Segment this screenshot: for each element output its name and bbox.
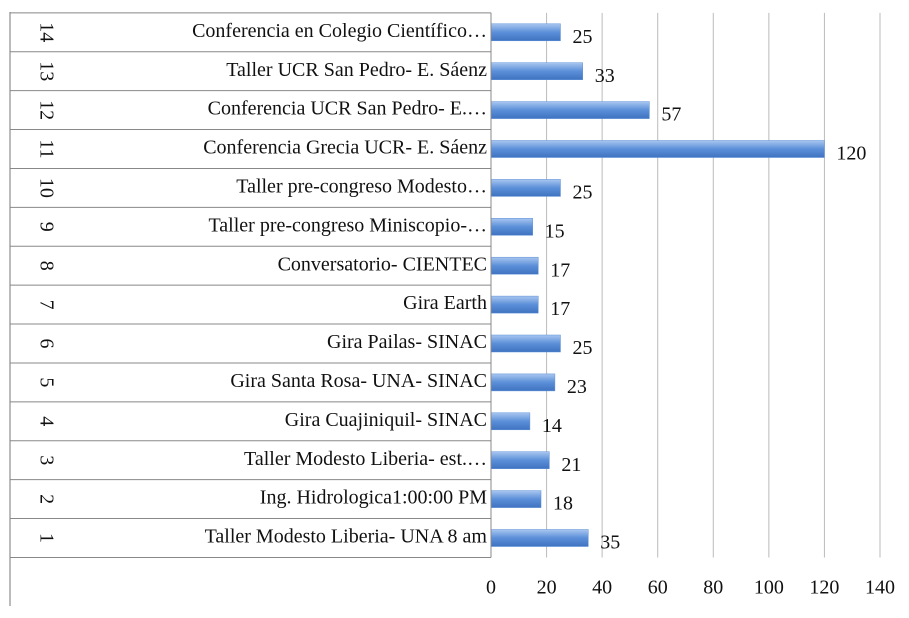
- x-tick-label: 20: [537, 577, 557, 599]
- data-label: 120: [836, 143, 866, 165]
- row-number: 13: [35, 61, 57, 81]
- row-number: 10: [35, 178, 57, 198]
- bar: [490, 373, 556, 392]
- data-label: 17: [550, 298, 570, 320]
- row-number: 6: [35, 339, 57, 349]
- y-tick-label: Taller Modesto Liberia- UNA 8 am: [205, 526, 488, 548]
- bar: [490, 62, 583, 80]
- x-tick-label: 40: [592, 577, 612, 599]
- data-label: 25: [572, 181, 592, 203]
- data-label: 14: [542, 415, 562, 437]
- row-number: 9: [35, 222, 57, 232]
- x-tick-label: 140: [865, 577, 895, 599]
- y-tick-label: Gira Pailas- SINAC: [327, 331, 487, 353]
- row-number: 4: [35, 416, 57, 426]
- x-tick-label: 120: [809, 577, 839, 599]
- data-label: 17: [550, 259, 570, 281]
- bar: [490, 412, 531, 431]
- row-number: 3: [35, 455, 57, 465]
- bar: [490, 334, 561, 353]
- bar: [490, 295, 539, 314]
- y-tick-label: Conferencia en Colegio Científico…: [192, 20, 487, 42]
- data-label: 21: [561, 454, 581, 476]
- y-tick-label: Taller Modesto Liberia- est.…: [244, 448, 487, 470]
- y-tick-label: Gira Cuajiniquil- SINAC: [285, 409, 487, 431]
- row-number: 14: [35, 22, 57, 42]
- data-label: 15: [545, 220, 565, 242]
- x-tick-label: 80: [703, 577, 723, 599]
- bar: [490, 179, 561, 197]
- bar: [490, 451, 550, 469]
- data-label: 25: [572, 26, 592, 48]
- data-label: 25: [572, 337, 592, 359]
- bar: [490, 140, 825, 158]
- y-tick-label: Taller pre-congreso Miniscopio-…: [208, 214, 487, 236]
- bar: [490, 529, 589, 547]
- y-tick-label: Gira Earth: [403, 292, 487, 314]
- data-label: 18: [553, 493, 573, 515]
- y-tick-label: Taller UCR San Pedro- E. Sáenz: [226, 59, 487, 81]
- y-tick-label: Conferencia Grecia UCR- E. Sáenz: [203, 137, 487, 159]
- bar: [490, 490, 542, 508]
- row-number: 12: [35, 100, 57, 120]
- bar: [490, 218, 533, 236]
- y-tick-label: Gira Santa Rosa- UNA- SINAC: [230, 370, 487, 392]
- data-label: 33: [595, 65, 615, 87]
- row-number: 1: [35, 533, 57, 543]
- y-tick-label: Conversatorio- CIENTEC: [278, 253, 487, 275]
- bar: [490, 256, 539, 275]
- y-tick-label: Conferencia UCR San Pedro- E.…: [208, 98, 487, 120]
- data-label: 23: [567, 376, 587, 398]
- y-tick-label: Taller pre-congreso Modesto…: [236, 175, 487, 197]
- row-number: 2: [35, 494, 57, 504]
- x-tick-label: 0: [486, 577, 496, 599]
- row-number: 11: [35, 139, 57, 158]
- data-label: 57: [661, 104, 681, 126]
- bar: [490, 23, 561, 42]
- y-tick-label: Ing. Hidrologica1:00:00 PM: [260, 487, 487, 509]
- row-number: 8: [35, 261, 57, 271]
- x-tick-label: 60: [648, 577, 668, 599]
- row-number: 7: [35, 300, 57, 310]
- data-label: 35: [600, 532, 620, 554]
- bar: [490, 101, 650, 119]
- x-tick-label: 100: [754, 577, 784, 599]
- row-number: 5: [35, 377, 57, 387]
